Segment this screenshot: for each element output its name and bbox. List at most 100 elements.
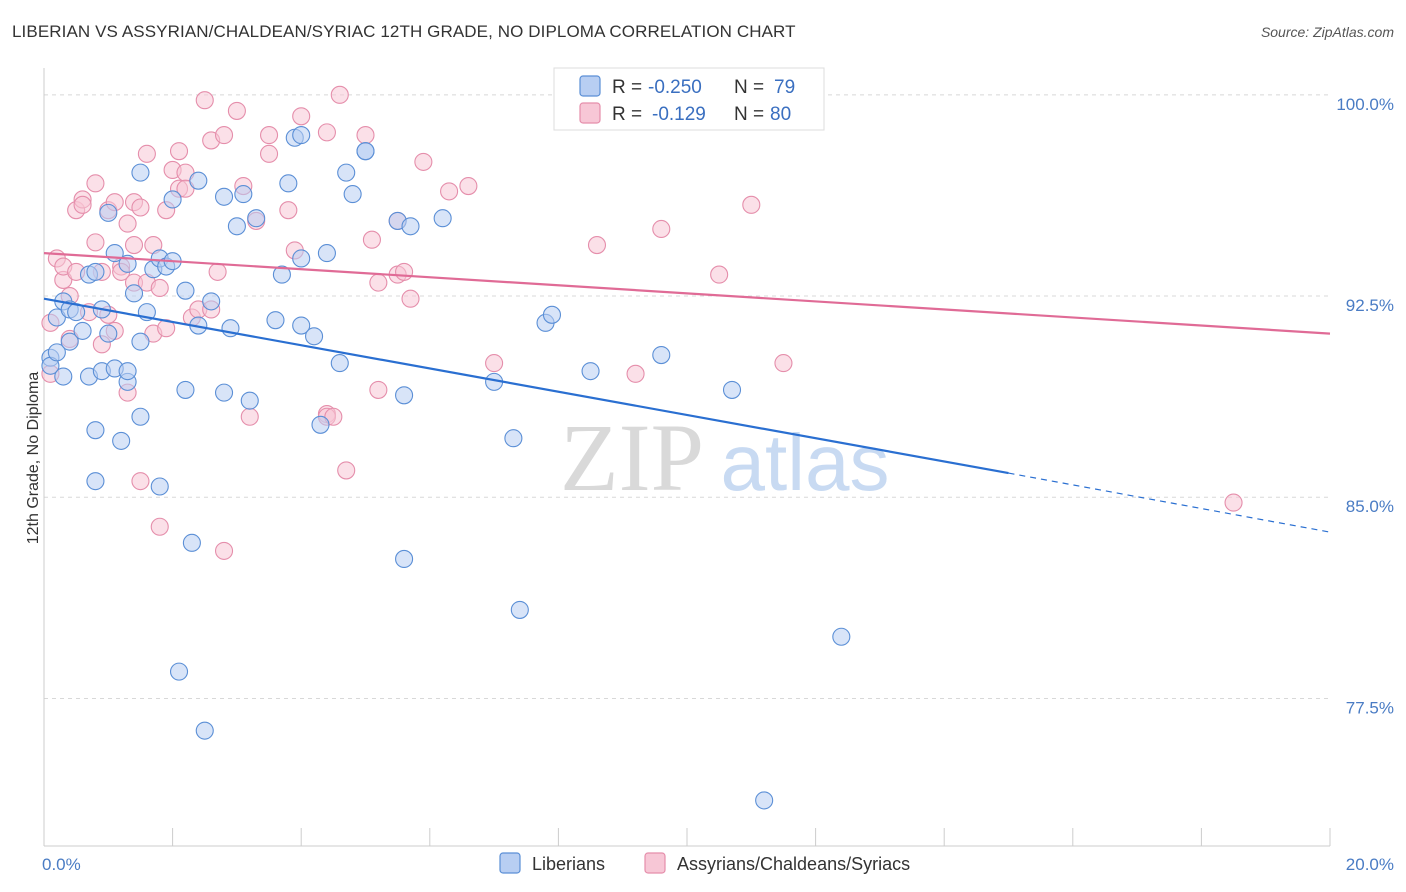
assyrian-point — [337, 461, 356, 480]
legend-swatch-blue — [579, 75, 601, 97]
watermark-zip: ZIP — [560, 404, 704, 511]
assyrian-point — [652, 219, 671, 239]
series-liberians-points — [41, 126, 851, 810]
liberian-point — [47, 308, 66, 327]
assyrian-point — [395, 262, 414, 281]
liberian-point — [401, 217, 420, 236]
assyrian-point — [369, 273, 388, 292]
assyrian-point — [137, 144, 156, 163]
assyrian-point — [214, 126, 234, 145]
assyrian-point — [73, 195, 92, 214]
assyrian-point — [131, 472, 150, 491]
trend-line-liberians-extension — [1008, 472, 1331, 533]
liberian-point — [504, 429, 523, 448]
y-tick-label: 92.5% — [1346, 296, 1394, 315]
legend: R = -0.250 N = 79 R = -0.129 N = 80 — [553, 67, 825, 131]
assyrian-point — [259, 144, 279, 163]
liberian-point — [60, 332, 79, 351]
assyrian-point — [124, 236, 144, 255]
assyrian-point — [324, 407, 343, 426]
liberian-point — [755, 791, 774, 810]
liberian-point — [234, 185, 253, 204]
bottom-legend-liberians: Liberians — [532, 854, 605, 874]
assyrian-point — [330, 85, 349, 104]
assyrian-point — [292, 107, 311, 126]
assyrian-point — [86, 174, 105, 193]
liberian-point — [247, 209, 266, 228]
assyrian-point — [401, 289, 420, 308]
assyrian-point — [195, 91, 214, 110]
assyrian-point — [169, 142, 189, 161]
chart-title: LIBERIAN VS ASSYRIAN/CHALDEAN/SYRIAC 12T… — [12, 22, 796, 41]
assyrian-point — [118, 214, 137, 233]
assyrian-point — [414, 152, 433, 171]
assyrian-point — [362, 230, 381, 249]
watermark: ZIP atlas — [560, 404, 889, 511]
chart-source: Source: ZipAtlas.com — [1260, 24, 1394, 40]
assyrian-point — [227, 101, 246, 120]
liberian-point — [343, 185, 362, 204]
liberian-point — [169, 662, 189, 681]
liberian-point — [433, 209, 452, 228]
liberian-point — [311, 415, 330, 434]
liberian-point — [214, 187, 234, 206]
x-ticks: 0.0% 20.0% — [42, 828, 1394, 874]
liberian-point — [240, 391, 259, 410]
legend-n-value-blue: 79 — [774, 77, 795, 98]
liberian-point — [195, 721, 214, 740]
legend-n-label: N = — [734, 104, 764, 125]
liberian-point — [317, 244, 336, 263]
assyrian-point — [459, 176, 478, 196]
bottom-legend-swatch-assyrians — [644, 852, 666, 874]
legend-r-label: R = — [612, 104, 642, 125]
assyrian-point — [1224, 493, 1243, 512]
assyrian-point — [440, 182, 459, 201]
assyrian-point — [317, 123, 336, 142]
assyrian-point — [86, 233, 105, 252]
liberian-point — [47, 343, 66, 362]
liberian-point — [150, 477, 169, 496]
y-axis-label: 12th Grade, No Diploma — [25, 372, 42, 545]
liberian-point — [131, 163, 150, 182]
liberian-point — [266, 311, 285, 330]
liberian-point — [722, 380, 742, 399]
liberian-point — [86, 262, 105, 281]
legend-r-value-pink: -0.129 — [652, 104, 706, 125]
assyrian-point — [279, 201, 298, 220]
assyrian-point — [710, 265, 729, 284]
assyrian-point — [587, 236, 607, 255]
liberian-point — [542, 305, 562, 324]
liberian-point — [163, 190, 182, 209]
legend-swatch-pink — [579, 102, 601, 124]
liberian-point — [54, 367, 73, 386]
liberian-point — [182, 533, 201, 552]
legend-n-label: N = — [734, 77, 764, 98]
legend-r-value-blue: -0.250 — [648, 77, 702, 98]
trend-line-assyrians — [43, 252, 1331, 335]
assyrian-point — [626, 364, 645, 383]
y-tick-labels: 100.0% 92.5% 85.0% 77.5% — [1336, 95, 1394, 718]
bottom-legend-assyrians: Assyrians/Chaldeans/Syriacs — [677, 854, 910, 874]
assyrian-point — [774, 354, 793, 373]
trend-lines — [43, 252, 1331, 533]
assyrian-point — [356, 126, 375, 145]
x-tick-label: 0.0% — [42, 855, 81, 874]
assyrian-point — [259, 126, 279, 145]
assyrian-point — [742, 195, 761, 214]
liberian-point — [118, 362, 137, 381]
bottom-legend: Liberians Assyrians/Chaldeans/Syriacs — [499, 852, 910, 874]
liberian-point — [227, 217, 246, 236]
legend-n-value-pink: 80 — [770, 104, 791, 125]
liberian-point — [131, 407, 150, 426]
liberian-point — [337, 163, 356, 182]
liberian-point — [292, 126, 311, 145]
watermark-atlas: atlas — [721, 418, 890, 507]
liberian-point — [279, 174, 298, 193]
liberian-point — [86, 421, 105, 440]
liberian-point — [652, 346, 671, 365]
liberian-point — [131, 332, 150, 351]
assyrian-point — [485, 354, 504, 373]
liberian-point — [292, 249, 311, 268]
y-tick-label: 85.0% — [1346, 497, 1394, 516]
